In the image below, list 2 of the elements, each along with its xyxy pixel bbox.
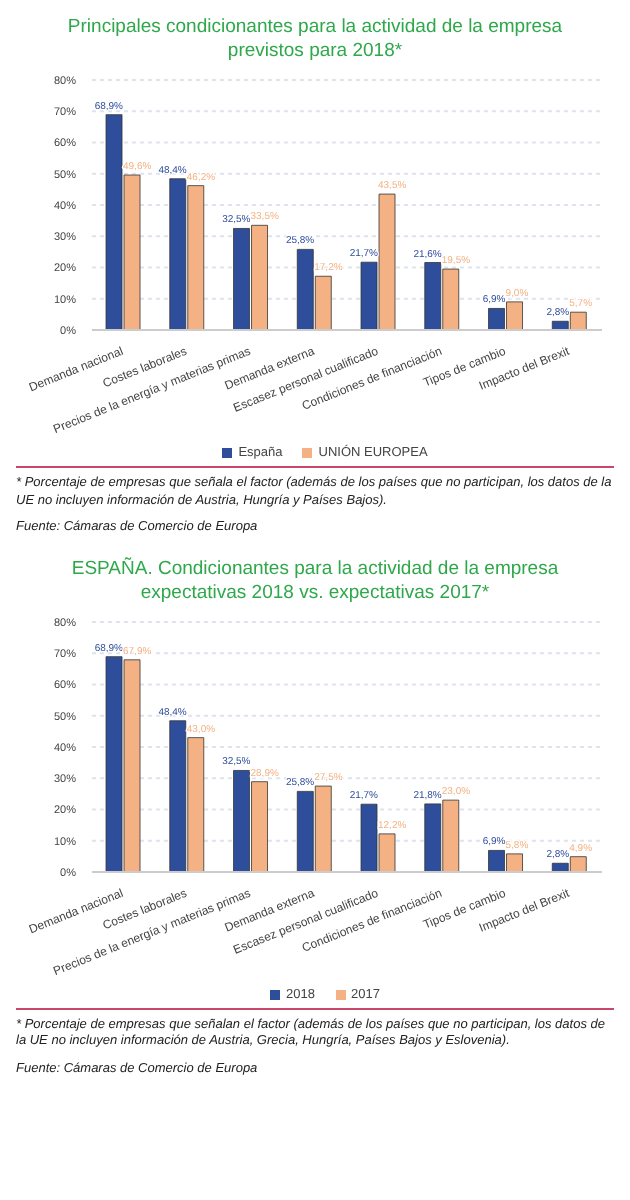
chart-title: Principales condicionantes para la actividad de la empresa previstos para 2018* <box>65 16 565 64</box>
chart-title: ESPAÑA. Condicionantes para la actividad de la empresa expectativas 2018 vs. expectativas 2017* <box>69 557 561 605</box>
